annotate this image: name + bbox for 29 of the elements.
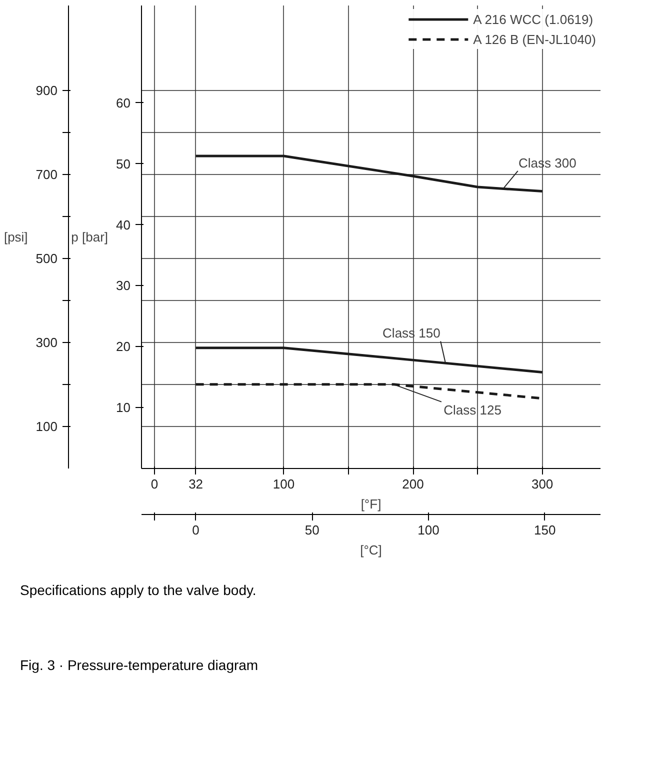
y-tick-label: 20 — [116, 339, 131, 354]
y2-tick-label: 700 — [36, 166, 58, 182]
x2-axis-title: [°C] — [360, 542, 382, 558]
y-tick-label: 10 — [116, 400, 131, 416]
x-tick-label: 32 — [188, 476, 204, 492]
legend-label: A 126 B (EN-JL1040) — [473, 32, 596, 46]
x2-tick-label: 50 — [304, 522, 320, 538]
y-tick-label: 50 — [116, 156, 131, 172]
legend-label: A 216 WCC (1.0619) — [473, 12, 594, 26]
y-tick-label: 60 — [116, 95, 131, 110]
text: Specifications apply to the valve body. — [20, 581, 256, 600]
y2-tick-label: 900 — [36, 82, 58, 98]
x2-tick-label: 100 — [418, 522, 440, 538]
x2-tick-label: 0 — [192, 522, 200, 538]
y-tick-label: 40 — [116, 217, 131, 232]
x-tick-label: 100 — [272, 476, 295, 492]
x-tick-label: 200 — [402, 476, 424, 492]
annotation: Class 125 — [444, 402, 502, 418]
caption: Fig. 3 · Pressure-temperature diagram — [20, 656, 258, 675]
y2-tick-label: 100 — [36, 418, 58, 434]
x-axis-title: [°F] — [360, 496, 382, 512]
x-tick-label: 300 — [531, 476, 554, 492]
y2-tick-label: 500 — [36, 250, 58, 266]
y-tick-label: 30 — [116, 278, 131, 294]
y2-axis-title: [psi] — [4, 230, 28, 244]
x-tick-label: 0 — [150, 476, 158, 492]
y-axis-title: p [bar] — [71, 230, 108, 244]
y2-tick-label: 300 — [36, 334, 58, 350]
x2-tick-label: 150 — [534, 522, 556, 538]
